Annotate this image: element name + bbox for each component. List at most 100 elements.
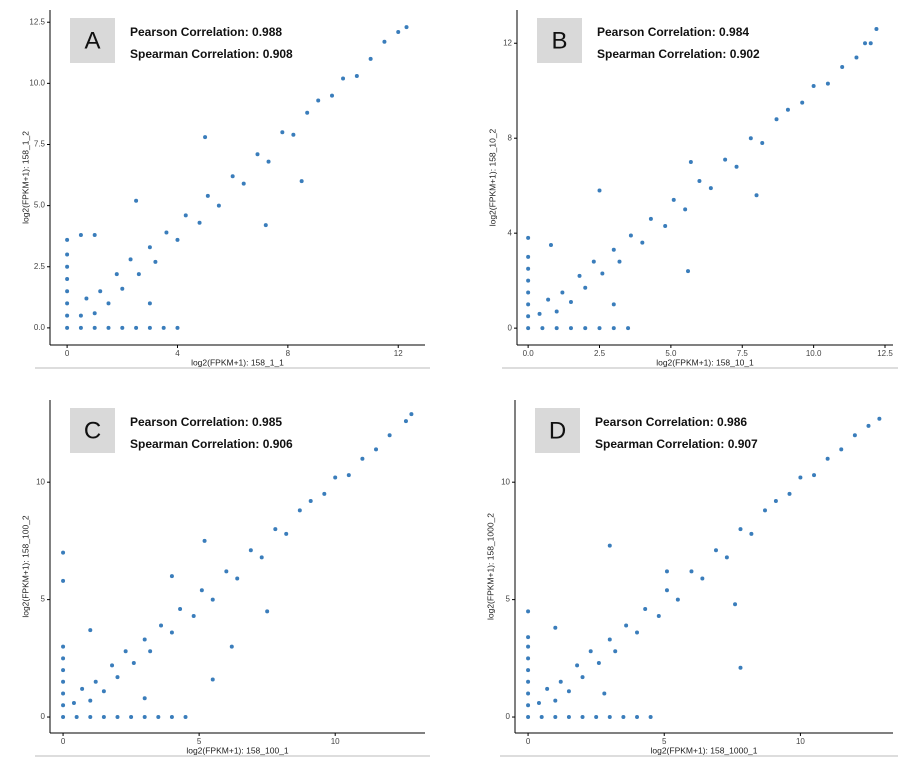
point — [210, 597, 215, 602]
point — [84, 296, 89, 301]
point — [101, 715, 106, 720]
point — [754, 193, 759, 198]
point — [526, 715, 531, 720]
y-tick-label: 10.0 — [29, 78, 45, 87]
point — [128, 257, 133, 262]
point — [664, 569, 669, 574]
point — [526, 235, 531, 240]
point — [291, 132, 296, 137]
point — [129, 715, 134, 720]
point — [159, 623, 164, 628]
point — [597, 326, 602, 331]
y-tick-label: 12.5 — [29, 17, 45, 26]
panel-tag: D — [549, 417, 566, 444]
point — [553, 625, 558, 630]
point — [713, 548, 718, 553]
y-tick-label: 10 — [501, 477, 510, 486]
point — [600, 271, 605, 276]
y-axis-label: log2(FPKM+1): 158_10_2 — [487, 128, 497, 226]
x-tick-label: 10.0 — [806, 349, 822, 358]
x-tick-label: 8 — [286, 349, 291, 358]
point — [635, 630, 640, 635]
point — [607, 637, 612, 642]
point — [553, 715, 558, 720]
point — [874, 26, 879, 31]
point — [341, 76, 346, 81]
point — [93, 679, 98, 684]
point — [88, 715, 93, 720]
point — [787, 491, 792, 496]
point — [526, 691, 531, 696]
point — [626, 326, 631, 331]
point — [161, 325, 166, 330]
point — [322, 491, 327, 496]
point — [199, 588, 204, 593]
point — [656, 614, 661, 619]
point — [602, 691, 607, 696]
y-tick-label: 0 — [506, 712, 511, 721]
point — [61, 715, 66, 720]
point — [686, 269, 691, 274]
point — [65, 313, 70, 318]
x-tick-label: 0.0 — [523, 349, 535, 358]
point — [760, 140, 765, 145]
x-tick-label: 0 — [65, 349, 70, 358]
point — [65, 301, 70, 306]
y-tick-label: 0 — [508, 323, 513, 332]
x-tick-label: 5 — [197, 737, 202, 746]
point — [663, 224, 668, 229]
point — [675, 597, 680, 602]
point — [134, 198, 139, 203]
point — [147, 325, 152, 330]
point — [142, 637, 147, 642]
point — [723, 157, 728, 162]
x-tick-label: 2.5 — [594, 349, 606, 358]
point — [594, 715, 599, 720]
point — [546, 297, 551, 302]
point — [700, 576, 705, 581]
point — [305, 110, 310, 115]
point — [643, 607, 648, 612]
x-axis-label: log2(FPKM+1): 158_1000_1 — [650, 745, 757, 755]
point — [566, 715, 571, 720]
point — [689, 569, 694, 574]
point — [61, 691, 66, 696]
point — [526, 302, 531, 307]
x-tick-label: 5.0 — [665, 349, 677, 358]
point — [65, 289, 70, 294]
point — [235, 576, 240, 581]
panel-tag-box — [70, 408, 115, 453]
point — [299, 179, 304, 184]
point — [110, 663, 115, 668]
point — [273, 527, 278, 532]
point — [147, 245, 152, 250]
point — [120, 286, 125, 291]
panel-tag: B — [551, 27, 567, 54]
point — [88, 698, 93, 703]
point — [374, 447, 379, 452]
annotation: Pearson Correlation: 0.985 — [130, 415, 282, 429]
point — [738, 527, 743, 532]
x-tick-label: 0 — [526, 737, 531, 746]
point — [265, 609, 270, 614]
point — [617, 259, 622, 264]
y-tick-label: 4 — [508, 228, 513, 237]
point — [134, 325, 139, 330]
point — [71, 700, 76, 705]
point — [580, 715, 585, 720]
point — [61, 550, 66, 555]
point — [106, 325, 111, 330]
point — [61, 668, 66, 673]
point — [840, 64, 845, 69]
point — [61, 644, 66, 649]
point — [175, 325, 180, 330]
point — [628, 233, 633, 238]
y-tick-label: 7.5 — [34, 140, 46, 149]
y-tick-label: 2.5 — [34, 262, 46, 271]
point — [635, 715, 640, 720]
point — [78, 313, 83, 318]
point — [224, 569, 229, 574]
point — [613, 649, 618, 654]
point — [297, 508, 302, 513]
